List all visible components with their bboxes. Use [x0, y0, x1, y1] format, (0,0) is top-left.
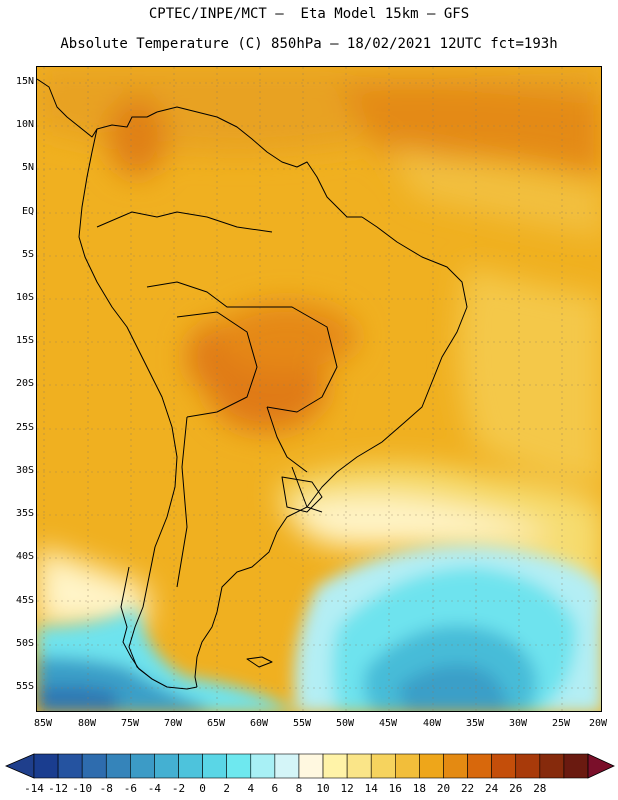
- colorbar-tick-label: 4: [247, 782, 255, 795]
- map-canvas: [37, 67, 601, 711]
- colorbar-cell: [274, 753, 300, 779]
- map-title-line1: CPTEC/INPE/MCT — Eta Model 15km — GFS: [148, 6, 470, 22]
- colorbar-cell: [346, 753, 372, 779]
- lon-label-50w: 50W: [335, 718, 355, 729]
- lat-label-55s: 55S: [15, 681, 34, 692]
- colorbar-cell: [130, 753, 155, 779]
- colorbar-tick-label: -4: [147, 782, 162, 795]
- lon-label-55w: 55W: [292, 718, 312, 729]
- colorbar-cell: [226, 753, 252, 779]
- colorbar-cell: [178, 753, 203, 779]
- temperature-colorbar: [4, 753, 615, 779]
- colorbar-cell: [322, 753, 348, 779]
- colorbar-cell: [419, 753, 444, 779]
- colorbar-cell: [57, 753, 83, 779]
- lat-label-10n: 10N: [15, 119, 34, 130]
- colorbar-cell: [202, 753, 227, 779]
- lat-label-35s: 35S: [15, 508, 34, 519]
- colorbar-cell: [443, 753, 468, 779]
- lat-label-25s: 25S: [15, 422, 34, 433]
- lon-label-70w: 70W: [163, 718, 183, 729]
- lat-label-40s: 40S: [15, 551, 34, 562]
- colorbar-tick-label: 0: [199, 782, 206, 795]
- lon-label-45w: 45W: [378, 718, 398, 729]
- colorbar-over-arrow: [587, 753, 615, 779]
- map-title-line2: Absolute Temperature (C) 850hPa — 18/02/…: [60, 36, 558, 52]
- lat-label-15s: 15S: [15, 335, 34, 346]
- colorbar-tick-label: 2: [223, 782, 230, 795]
- colorbar-cell: [250, 753, 276, 779]
- colorbar-tick-label: 24: [485, 782, 499, 795]
- colorbar-cell: [395, 753, 420, 779]
- colorbar-tick-label: 22: [460, 782, 475, 795]
- lon-label-60w: 60W: [249, 718, 269, 729]
- lon-label-35w: 35W: [465, 718, 485, 729]
- colorbar-tick-label: 26: [509, 782, 523, 795]
- colorbar-cell: [491, 753, 517, 779]
- lon-label-40w: 40W: [422, 718, 442, 729]
- colorbar-cell: [154, 753, 179, 779]
- colorbar-tick-label: 12: [340, 782, 354, 795]
- temperature-map: [36, 66, 602, 712]
- lon-label-25w: 25W: [551, 718, 571, 729]
- coastlines: [37, 78, 468, 690]
- lon-label-30w: 30W: [508, 718, 528, 729]
- lat-lon-grid: [37, 67, 601, 711]
- colorbar-tick-label: 14: [364, 782, 378, 795]
- colorbar-cell: [563, 753, 589, 779]
- lon-label-80w: 80W: [77, 718, 97, 729]
- colorbar-tick-label: 28: [533, 782, 547, 795]
- colorbar-under-arrow: [4, 753, 35, 779]
- lat-label-45s: 45S: [15, 595, 34, 606]
- colorbar-tick-label: -6: [123, 782, 137, 795]
- lon-label-65w: 65W: [206, 718, 226, 729]
- colorbar-cell: [33, 753, 59, 779]
- lat-label-30s: 30S: [15, 465, 34, 476]
- colorbar-cell: [298, 753, 324, 779]
- lon-label-85w: 85W: [33, 718, 53, 729]
- lat-label-5n: 5N: [21, 162, 34, 173]
- lon-label-75w: 75W: [120, 718, 140, 729]
- lat-label-eq: EQ: [21, 206, 34, 217]
- colorbar-cell: [539, 753, 565, 779]
- colorbar-tick-label: -12: [48, 782, 69, 795]
- colorbar-tick-label: 8: [295, 782, 303, 795]
- lat-label-5s: 5S: [21, 249, 34, 260]
- colorbar-tick-label: -8: [99, 782, 113, 795]
- lat-label-50s: 50S: [15, 638, 34, 649]
- colorbar-tick-label: -2: [171, 782, 186, 795]
- colorbar-tick-label: 20: [436, 782, 451, 795]
- lat-label-15n: 15N: [15, 76, 34, 87]
- colorbar-tick-label: 18: [412, 782, 427, 795]
- lat-label-10s: 10S: [15, 292, 34, 303]
- colorbar-tick-label: 10: [316, 782, 330, 795]
- colorbar-tick-label: -10: [72, 782, 93, 795]
- colorbar-tick-label: 16: [388, 782, 402, 795]
- colorbar-cell: [105, 753, 131, 779]
- colorbar-cell: [467, 753, 492, 779]
- colorbar-tick-label: -14: [24, 782, 44, 795]
- colorbar-cell: [81, 753, 107, 779]
- lon-label-20w: 20W: [588, 718, 608, 729]
- colorbar-cell: [370, 753, 396, 779]
- colorbar-cell: [515, 753, 541, 779]
- colorbar-tick-label: 6: [271, 782, 279, 795]
- lat-label-20s: 20S: [15, 378, 34, 389]
